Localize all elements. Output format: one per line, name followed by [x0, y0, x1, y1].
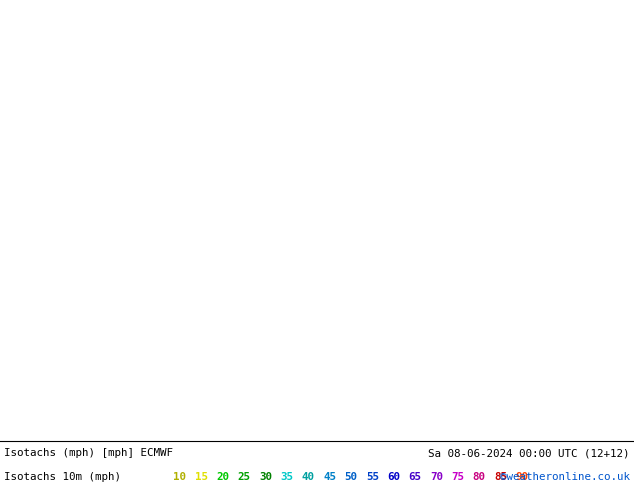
Text: 45: 45: [323, 472, 336, 482]
Text: 30: 30: [259, 472, 272, 482]
Text: 65: 65: [409, 472, 422, 482]
Text: Isotachs (mph) [mph] ECMWF: Isotachs (mph) [mph] ECMWF: [4, 448, 173, 458]
Text: 70: 70: [430, 472, 443, 482]
Text: 20: 20: [216, 472, 230, 482]
Text: Isotachs 10m (mph): Isotachs 10m (mph): [4, 472, 121, 482]
Text: 90: 90: [515, 472, 529, 482]
Text: 10: 10: [174, 472, 186, 482]
Text: 55: 55: [366, 472, 379, 482]
Text: 25: 25: [238, 472, 250, 482]
Text: ©weatheronline.co.uk: ©weatheronline.co.uk: [500, 472, 630, 482]
Text: 35: 35: [280, 472, 294, 482]
Text: 80: 80: [473, 472, 486, 482]
Text: 40: 40: [302, 472, 314, 482]
Text: 50: 50: [344, 472, 358, 482]
Text: 15: 15: [195, 472, 208, 482]
Text: 60: 60: [387, 472, 400, 482]
Text: 85: 85: [494, 472, 507, 482]
Text: 75: 75: [451, 472, 464, 482]
Text: Sa 08-06-2024 00:00 UTC (12+12): Sa 08-06-2024 00:00 UTC (12+12): [429, 448, 630, 458]
